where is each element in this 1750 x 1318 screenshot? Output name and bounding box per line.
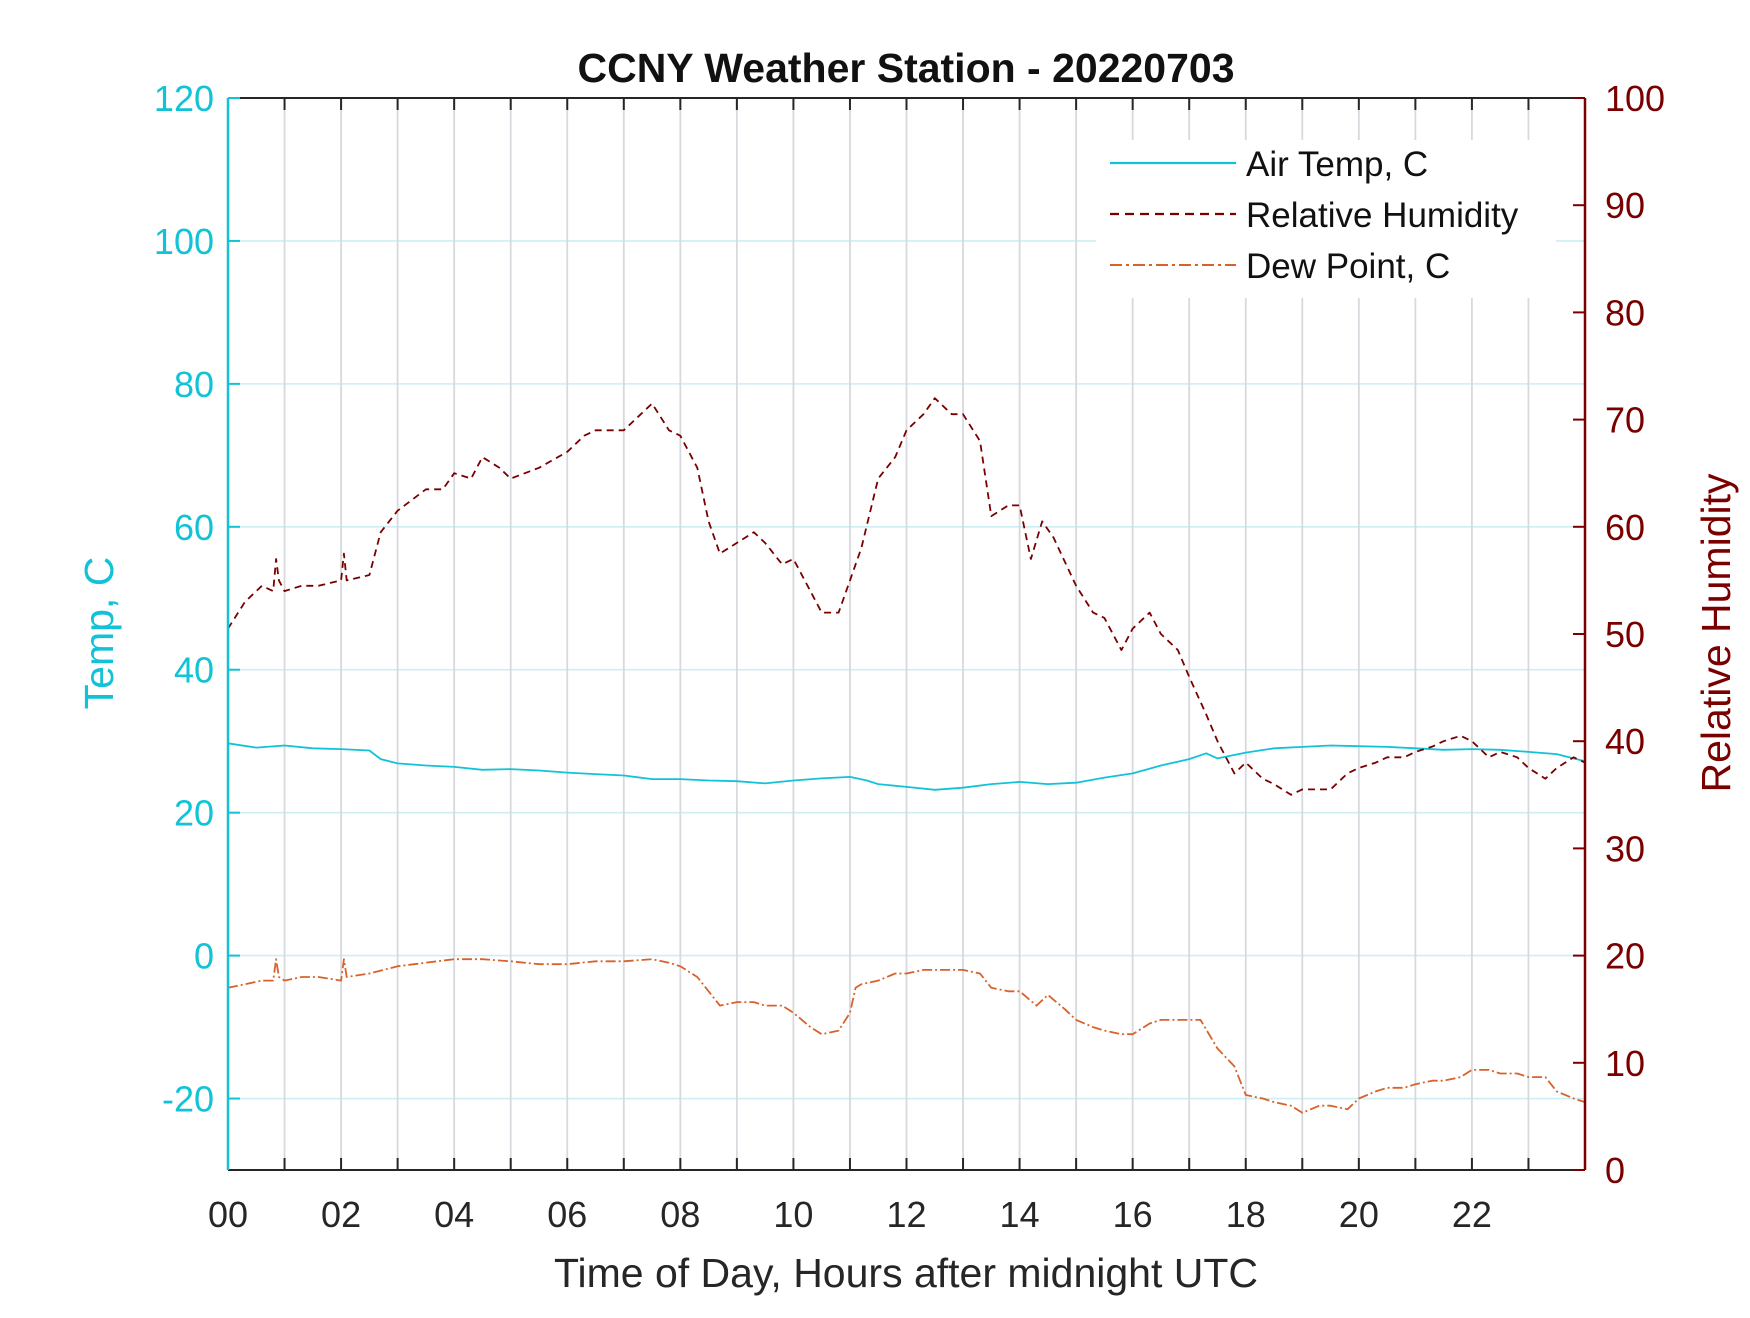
x-tick-label: 16 <box>1113 1194 1153 1235</box>
legend-label-relative-humidity: Relative Humidity <box>1246 196 1519 235</box>
y-left-tick-label: 40 <box>174 650 214 691</box>
legend-box <box>1096 140 1556 298</box>
y-right-tick-label: 70 <box>1605 400 1645 441</box>
x-axis-label: Time of Day, Hours after midnight UTC <box>554 1250 1258 1296</box>
y-right-axis-label: Relative Humidity <box>1693 473 1739 792</box>
series-lines <box>227 397 1586 1114</box>
x-tick-label: 18 <box>1226 1194 1266 1235</box>
series-line-relative-humidity <box>227 397 1586 796</box>
y-left-tick-label: 120 <box>154 78 214 119</box>
y-left-tick-label: -20 <box>162 1079 214 1120</box>
tick-labels: 00 02 04 06 08 10 12 14 16 18 20 22-200204060801001… <box>154 78 1665 1235</box>
y-left-axis-label: Temp, C <box>76 557 122 710</box>
y-left-tick-label: 100 <box>154 221 214 262</box>
x-tick-label: 02 <box>321 1194 361 1235</box>
series-line-air-temp <box>227 742 1586 791</box>
grid <box>228 97 1585 1170</box>
x-tick-label: 04 <box>434 1194 474 1235</box>
y-left-tick-label: 0 <box>194 936 214 977</box>
y-right-tick-label: 10 <box>1605 1043 1645 1084</box>
y-left-tick-label: 80 <box>174 364 214 405</box>
chart-title: CCNY Weather Station - 20220703 <box>577 45 1234 91</box>
y-left-tick-label: 20 <box>174 793 214 834</box>
x-tick-label: 08 <box>660 1194 700 1235</box>
legend: Air Temp, C Relative Humidity Dew Point,… <box>1096 140 1556 298</box>
x-tick-label: 06 <box>547 1194 587 1235</box>
x-tick-label: 22 <box>1452 1194 1492 1235</box>
y-right-tick-label: 0 <box>1605 1150 1625 1191</box>
y-right-tick-label: 60 <box>1605 507 1645 548</box>
y-right-tick-label: 50 <box>1605 614 1645 655</box>
y-left-tick-label: 60 <box>174 507 214 548</box>
y-right-tick-label: 90 <box>1605 185 1645 226</box>
x-tick-label: 00 <box>208 1194 248 1235</box>
axes <box>226 97 1587 1171</box>
x-tick-label: 20 <box>1339 1194 1379 1235</box>
x-tick-label: 10 <box>773 1194 813 1235</box>
y-right-tick-label: 20 <box>1605 936 1645 977</box>
y-right-tick-label: 40 <box>1605 721 1645 762</box>
x-tick-label: 12 <box>886 1194 926 1235</box>
legend-label-dew-point: Dew Point, C <box>1246 247 1450 286</box>
y-right-tick-label: 80 <box>1605 292 1645 333</box>
x-tick-label: 14 <box>1000 1194 1040 1235</box>
y-right-tick-label: 100 <box>1605 78 1665 119</box>
legend-label-air-temp: Air Temp, C <box>1246 145 1428 184</box>
y-right-tick-label: 30 <box>1605 828 1645 869</box>
series-line-dew-point <box>227 958 1586 1114</box>
